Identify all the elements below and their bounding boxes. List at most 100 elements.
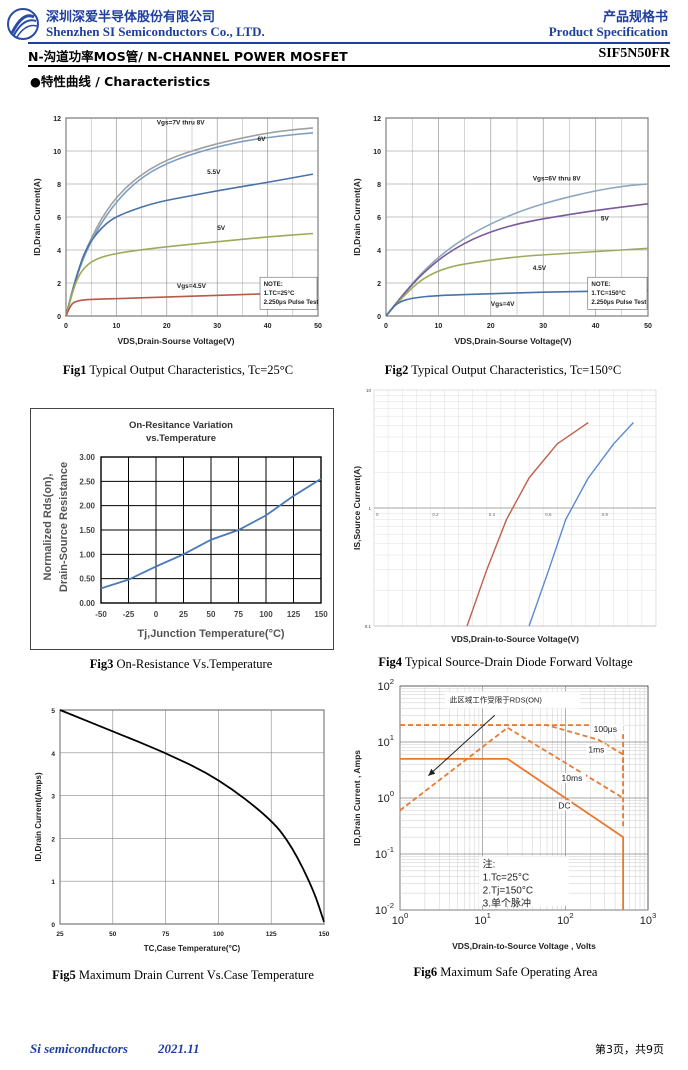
series-line-3	[385, 289, 649, 317]
y-tick-label: 0.50	[79, 575, 95, 584]
x-tick-label: 0	[376, 512, 379, 517]
header-rule-top	[28, 42, 670, 44]
x-axis-label: VDS,Drain-to-Source Voltage , Volts	[452, 941, 596, 951]
x-tick-label: 0.2	[432, 512, 439, 517]
y-axis-label: ID,Drain Current , Amps	[352, 750, 362, 846]
fig2-caption-text: Typical Output Characteristics, Tc=150°C	[408, 363, 622, 377]
x-tick-label: 102	[557, 911, 574, 927]
note-text: 2.Tj=150°C	[483, 886, 533, 897]
x-axis-label: VDS,Drain-to-Source Voltage(V)	[451, 634, 579, 644]
spec-title-en: Product Specification	[548, 24, 668, 39]
fig1-chart: 0 10 20 30 40 50 0 2 4 6 8 10 12 VDS,Drain-Sourse Vol…	[28, 106, 328, 356]
x-tick-label: 100	[259, 610, 273, 619]
company-name-en: Shenzhen SI Semiconductors Co., LTD.	[46, 24, 265, 39]
series-label: 10ms	[562, 773, 583, 783]
x-tick-label: 50	[109, 931, 117, 938]
y-tick-label: 3	[51, 794, 55, 801]
x-axis-label: VDS,Drain-Sourse Voltage(V)	[455, 336, 572, 346]
y-tick-label: 10	[366, 388, 372, 393]
y-tick-label: 5	[51, 708, 55, 715]
series-label: 1ms	[588, 744, 604, 754]
y-tick-label: 6	[377, 215, 381, 222]
product-title: N-沟道功率MOS管/ N-CHANNEL POWER MOSFET	[28, 49, 348, 64]
fig4-number: Fig4	[378, 655, 402, 669]
series-line-3	[65, 232, 314, 317]
y-tick-label: 4	[51, 751, 55, 758]
y-tick-label: 0.00	[79, 599, 95, 608]
series-label: 5V	[601, 215, 610, 222]
annotation-text: 此区域工作受限于RDS(ON)	[450, 694, 543, 704]
fig3-number: Fig3	[89, 657, 114, 671]
series-label-bg	[586, 744, 608, 755]
note-box	[259, 276, 318, 310]
x-tick-label: 0	[64, 323, 68, 330]
y-axis-label-line2: Drain-Source Resistance	[58, 462, 70, 592]
y-tick-label: 101	[377, 733, 394, 749]
y-tick-label: 0	[57, 314, 61, 321]
series-line-0	[466, 421, 589, 627]
part-number: SIF5N50FR	[598, 46, 670, 61]
series-label: Vgs=6V thru 8V	[533, 176, 582, 183]
series-line-1	[385, 203, 649, 317]
series-label: 100μs	[594, 724, 617, 734]
y-tick-label: 2	[51, 836, 55, 843]
fig4-chart: 0 0.2 0.4 0.6 0.8 0.1 1 10 VDS,Drain-to-Source V…	[348, 384, 663, 648]
fig3-caption: Fig3 On-Resistance Vs.Temperature	[28, 657, 334, 672]
annotation-arrow	[427, 714, 496, 777]
series-label: DC	[558, 800, 570, 810]
fig3-chart: -50 -25 0 25 50 75 100 125 150 0.00 0.50 1.00 1.50 2.…	[30, 408, 334, 650]
series-label: Vgs=4.5V	[177, 283, 207, 290]
note-text: 2.250μs Pulse Test	[264, 299, 319, 306]
note-box	[587, 276, 648, 310]
series-label: 6V	[258, 136, 267, 143]
note-text: NOTE:	[591, 281, 610, 288]
series-line-3	[400, 757, 625, 910]
x-tick-label: 50	[644, 323, 652, 330]
y-tick-label: 3.00	[79, 453, 95, 462]
plot-area	[59, 709, 325, 925]
fig5-number: Fig5	[52, 968, 76, 982]
y-tick-label: 8	[377, 182, 381, 189]
x-tick-label: 20	[163, 323, 171, 330]
fig5-chart: 25 50 75 100 125 150 0 1 2 3 4 5 TC,Case Temperature…	[30, 700, 335, 958]
y-tick-label: 1.50	[79, 526, 95, 535]
section-title: ●特性曲线 / Characteristics	[30, 74, 211, 89]
x-tick-label: 75	[234, 610, 243, 619]
note-text: 1.Tc=25°C	[483, 873, 530, 884]
header-rule-bottom	[28, 65, 670, 67]
y-tick-label: 2	[57, 281, 61, 288]
fig2-caption: Fig2 Typical Output Characteristics, Tc=…	[348, 363, 658, 378]
note-text: 1.TC=25°C	[264, 290, 295, 297]
x-tick-label: 50	[207, 610, 216, 619]
x-tick-label: 30	[213, 323, 221, 330]
x-tick-label: 30	[539, 323, 547, 330]
y-tick-label: 4	[377, 248, 381, 255]
series-line-4	[65, 291, 313, 317]
series-line-1	[528, 422, 634, 627]
fig4-caption: Fig4 Typical Source-Drain Diode Forward …	[348, 655, 663, 670]
annotation-arrowhead	[428, 768, 436, 776]
x-tick-label: 101	[474, 911, 491, 927]
x-tick-label: 40	[592, 323, 600, 330]
x-tick-label: 0	[384, 323, 388, 330]
footer-page-number: 第3页，共9页	[595, 1043, 664, 1056]
x-tick-label: 100	[213, 931, 224, 938]
note-bg	[478, 856, 569, 906]
x-tick-label: 40	[264, 323, 272, 330]
y-axis-label: ID,Drain Current(A)	[32, 178, 42, 256]
note-text: 1.TC=150°C	[591, 290, 626, 297]
fig5-caption: Fig5 Maximum Drain Current Vs.Case Tempe…	[28, 968, 338, 983]
x-tick-label: 0.6	[545, 512, 552, 517]
y-axis-label-line1: Normalized Rds(on),	[42, 474, 54, 581]
fig1-caption-text: Typical Output Characteristics, Tc=25°C	[86, 363, 294, 377]
x-tick-label: 100	[392, 911, 409, 927]
company-name-cn: 深圳深爱半导体股份有限公司	[46, 10, 216, 25]
annotation-bg	[444, 691, 580, 709]
x-axis-label: Tj,Junction Temperature(°C)	[137, 628, 285, 640]
series-line-0	[100, 478, 322, 590]
spec-title-cn: 产品规格书	[602, 10, 668, 25]
series-label: 4.5V	[533, 265, 547, 272]
x-tick-label: 75	[162, 931, 170, 938]
fig2-number: Fig2	[384, 363, 409, 377]
series-line-1	[400, 724, 625, 828]
